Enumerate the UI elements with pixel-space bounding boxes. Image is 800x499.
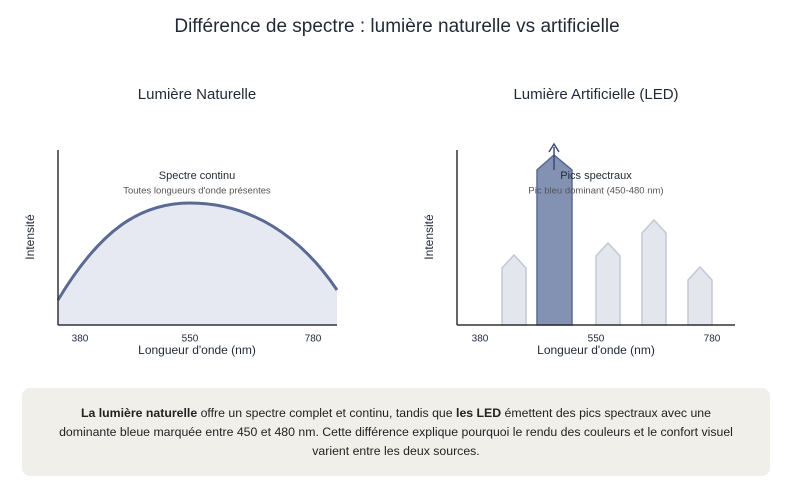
- annotation-title: Pics spectraux: [560, 170, 632, 182]
- x-tick-label: 380: [72, 334, 89, 345]
- x-tick-label: 780: [305, 334, 322, 345]
- x-tick-label: 550: [588, 334, 605, 345]
- panel-title: Lumière Naturelle: [138, 86, 256, 103]
- diagram: Différence de spectre : lumière naturell…: [23, 16, 735, 357]
- x-tick-label: 780: [704, 334, 721, 345]
- annotation-subtitle: Toutes longueurs d'onde présentes: [123, 186, 271, 197]
- peak: [501, 253, 527, 326]
- caption-text: offre un spectre complet et continu, tan…: [197, 406, 457, 420]
- caption-text: émettent des pics spectraux avec une dom…: [59, 406, 733, 458]
- y-axis-label: Intensité: [422, 214, 436, 260]
- annotation-title: Spectre continu: [159, 170, 235, 182]
- arrow-head: [548, 142, 560, 153]
- caption: La lumière naturelle offre un spectre co…: [22, 388, 770, 476]
- spectrum-curve: [56, 201, 339, 301]
- x-axis-label: Longueur d'onde (nm): [537, 343, 655, 357]
- annotation-subtitle: Pic bleu dominant (450-480 nm): [528, 186, 663, 197]
- main-title: Différence de spectre : lumière naturell…: [174, 16, 619, 37]
- x-axis-label: Longueur d'onde (nm): [138, 343, 256, 357]
- peaks: [501, 218, 713, 326]
- spectrum-area: [58, 203, 337, 325]
- y-axis-label: Intensité: [23, 214, 37, 260]
- x-tick-label: 380: [472, 334, 489, 345]
- peak: [687, 265, 713, 326]
- peak: [641, 218, 667, 326]
- panel-title: Lumière Artificielle (LED): [513, 86, 678, 103]
- peak: [595, 241, 621, 326]
- caption-bold: les LED: [456, 406, 502, 420]
- caption-bold: La lumière naturelle: [80, 406, 198, 420]
- x-tick-label: 550: [182, 334, 199, 345]
